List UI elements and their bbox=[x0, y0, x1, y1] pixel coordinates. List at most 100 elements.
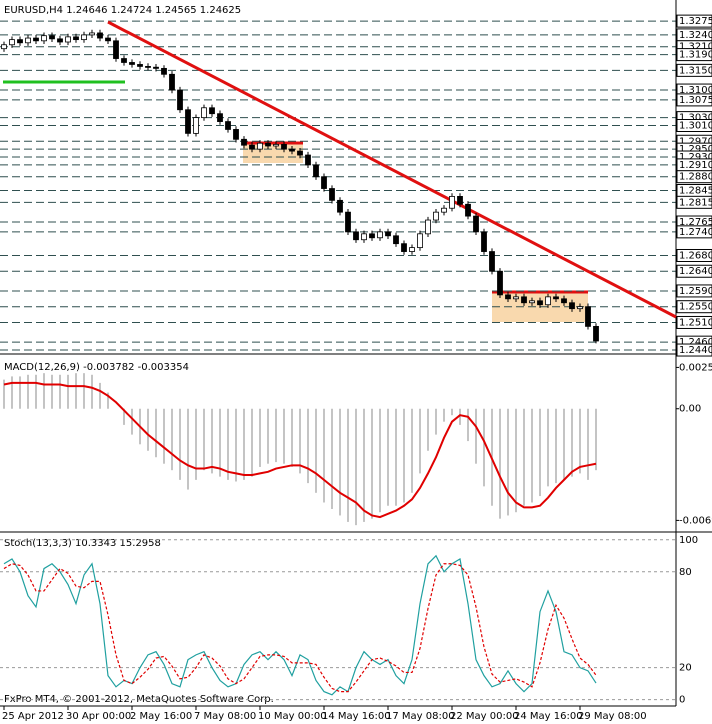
y-tick-label: 1.28800 bbox=[679, 172, 712, 183]
candle-body bbox=[345, 211, 351, 233]
candle-body bbox=[209, 107, 215, 115]
candle-body bbox=[73, 36, 79, 41]
candle-body bbox=[329, 188, 335, 201]
candle-body bbox=[457, 196, 463, 205]
x-tick-label: 14 May 16:00 bbox=[322, 711, 391, 722]
tick-label-box bbox=[676, 300, 712, 314]
macd-signal bbox=[3, 381, 597, 519]
candle-body bbox=[297, 150, 303, 156]
candle-body bbox=[529, 300, 535, 304]
candle-body bbox=[97, 32, 103, 39]
candle-body bbox=[577, 306, 583, 310]
candle-body bbox=[1, 44, 7, 50]
y-tick-label: 1.32100 bbox=[679, 42, 712, 53]
tick-label-box bbox=[676, 248, 712, 262]
x-tick-label: 2 May 16:00 bbox=[130, 711, 192, 722]
candle-body bbox=[385, 231, 391, 237]
candle-body bbox=[241, 138, 247, 146]
candle-body bbox=[169, 73, 175, 91]
candle-body bbox=[401, 243, 407, 252]
candle-body bbox=[129, 62, 135, 65]
y-tick-label: 1.27650 bbox=[679, 217, 712, 228]
candle-body bbox=[377, 231, 383, 239]
candle-body bbox=[489, 251, 495, 272]
candle-body bbox=[561, 298, 567, 304]
y-tick-label: 1.32750 bbox=[679, 16, 712, 27]
candle-body bbox=[305, 154, 311, 166]
x-tick-label: 17 May 08:00 bbox=[386, 711, 455, 722]
candle-body bbox=[497, 270, 503, 296]
annotations bbox=[0, 20, 676, 351]
tick-label-box bbox=[676, 225, 712, 239]
y-tick-label: 1.27400 bbox=[679, 227, 712, 238]
tick-label-box bbox=[676, 119, 712, 133]
tick-label-box bbox=[676, 284, 712, 298]
candle-body bbox=[33, 37, 39, 42]
candle-body bbox=[9, 39, 15, 46]
y-tick-label: 1.28150 bbox=[679, 197, 712, 208]
candle-body bbox=[65, 36, 71, 43]
candle-body bbox=[321, 176, 327, 189]
y-tick-label: 1.24600 bbox=[679, 337, 712, 348]
candle-body bbox=[249, 144, 255, 150]
candle-body bbox=[337, 199, 343, 213]
y-tick-label: 80 bbox=[679, 567, 692, 578]
y-tick-label: 1.31500 bbox=[679, 65, 712, 76]
y-tick-label: 1.25500 bbox=[679, 302, 712, 313]
candle-body bbox=[553, 296, 559, 300]
candle-body bbox=[193, 117, 199, 134]
tick-label-box bbox=[676, 48, 712, 62]
y-tick-label: 0 bbox=[679, 695, 685, 706]
candle-body bbox=[449, 196, 455, 209]
y-tick-label: 20 bbox=[679, 663, 692, 674]
x-tick-label: 29 May 08:00 bbox=[578, 711, 647, 722]
candle-body bbox=[57, 38, 63, 43]
candle-body bbox=[545, 296, 551, 306]
candle-body bbox=[201, 107, 207, 119]
candle-body bbox=[417, 233, 423, 249]
tick-label-box bbox=[676, 93, 712, 107]
y-tick-label: 0.00 bbox=[679, 404, 701, 415]
candle-body bbox=[393, 235, 399, 245]
x-tick-label: 7 May 08:00 bbox=[194, 711, 256, 722]
y-tick-label: 1.26800 bbox=[679, 250, 712, 261]
stoch-main bbox=[3, 554, 597, 696]
candle-body bbox=[89, 32, 95, 36]
y-tick-label: 1.24400 bbox=[679, 345, 712, 356]
tick-label-box bbox=[676, 315, 712, 329]
y-tick-label: 1.30300 bbox=[679, 113, 712, 124]
main-title: EURUSD,H4 1.24646 1.24724 1.24565 1.2462… bbox=[4, 5, 241, 16]
y-tick-label: 1.32400 bbox=[679, 30, 712, 41]
trend-line bbox=[107, 20, 677, 319]
x-tick-label: 22 May 00:00 bbox=[450, 711, 519, 722]
candle-body bbox=[313, 164, 319, 178]
candle-body bbox=[81, 34, 87, 41]
candle-body bbox=[361, 233, 367, 241]
y-tick-label: 1.28450 bbox=[679, 185, 712, 196]
y-tick-label: 1.31000 bbox=[679, 85, 712, 96]
y-tick-label: -0.006906 bbox=[679, 515, 712, 526]
tick-label-box bbox=[676, 14, 712, 28]
y-tick-label: 1.31900 bbox=[679, 50, 712, 61]
candle-body bbox=[137, 64, 143, 67]
candle-body bbox=[465, 203, 471, 217]
x-tick-label: 24 May 16:00 bbox=[514, 711, 583, 722]
candle-body bbox=[25, 37, 31, 44]
candle-body bbox=[41, 35, 47, 42]
candle-body bbox=[441, 207, 447, 213]
candle-body bbox=[433, 211, 439, 221]
candle-body bbox=[17, 39, 23, 44]
candle-body bbox=[569, 302, 575, 310]
y-tick-label: 1.26400 bbox=[679, 266, 712, 277]
candle-body bbox=[425, 219, 431, 235]
y-tick-label: 1.29500 bbox=[679, 144, 712, 155]
candle-body bbox=[49, 35, 55, 40]
y-tick-label: 1.29100 bbox=[679, 160, 712, 171]
candle-body bbox=[353, 231, 359, 241]
candle-body bbox=[113, 40, 119, 59]
stoch-title: Stoch(13,3,3) 10.3343 15.2958 bbox=[4, 538, 161, 549]
macd-title: MACD(12,26,9) -0.003782 -0.003354 bbox=[4, 362, 189, 373]
candle-body bbox=[481, 231, 487, 252]
tick-label-box bbox=[676, 63, 712, 77]
